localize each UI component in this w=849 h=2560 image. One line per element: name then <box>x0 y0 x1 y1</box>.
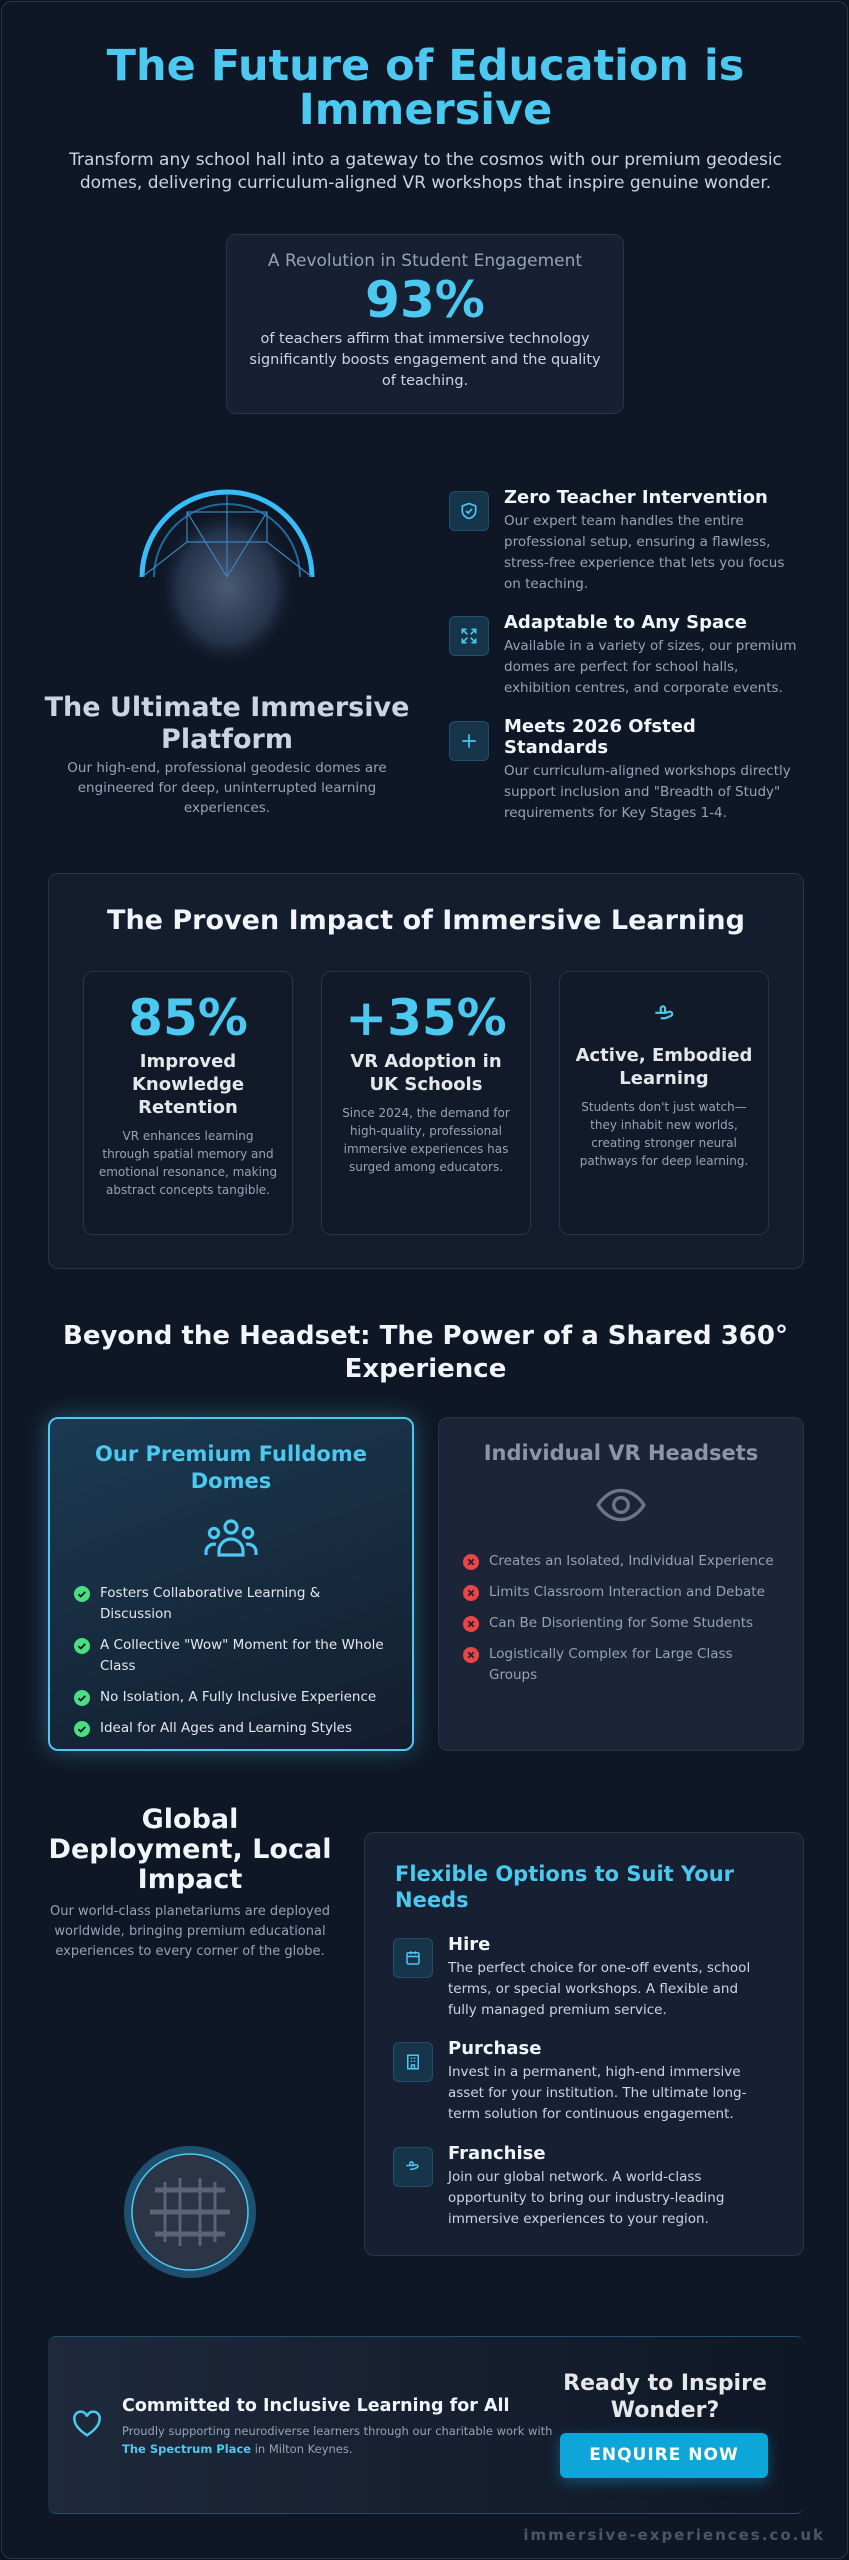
enquire-button[interactable]: ENQUIRE NOW <box>560 2433 768 2478</box>
cta-title: Committed to Inclusive Learning for All <box>122 2396 510 2416</box>
cta-band <box>48 2336 804 2514</box>
feature-text: Our curriculum-aligned workshops directl… <box>504 763 791 821</box>
comparison-title: Beyond the Headset: The Power of a Share… <box>63 1321 788 1384</box>
headsets-item: Creates an Isolated, Individual Experien… <box>463 1551 779 1572</box>
option: Hire The perfect choice for one-off event… <box>448 1934 768 2021</box>
global-title: Global Deployment, Local Impact <box>48 1804 332 1895</box>
premium-item-text: A Collective "Wow" Moment for the Whole … <box>100 1637 384 1674</box>
dome-graphic <box>139 489 315 667</box>
cta-heading: Ready to Inspire Wonder? <box>563 2371 767 2423</box>
headsets-item: Limits Classroom Interaction and Debate <box>463 1582 779 1603</box>
footer-url: immersive-experiences.co.uk <box>523 2526 825 2544</box>
premium-item-text: No Isolation, A Fully Inclusive Experien… <box>100 1689 377 1705</box>
impact-card-title: Improved Knowledge Retention <box>131 1051 245 1118</box>
impact-card-text: VR enhances learning through spatial mem… <box>98 1129 278 1197</box>
options-title: Flexible Options to Suit Your Needs <box>395 1862 735 1912</box>
subtitle: Transform any school hall into a gateway… <box>69 150 782 193</box>
premium-item: Ideal for All Ages and Learning Styles <box>74 1718 388 1739</box>
impact-card: +35% VR Adoption in UK Schools Since 202… <box>321 971 531 1235</box>
option: Purchase Invest in a permanent, high-end … <box>448 2038 768 2125</box>
option: Franchise Join our global network. A worl… <box>448 2143 768 2230</box>
option-text: The perfect choice for one-off events, s… <box>448 1960 751 2018</box>
platform-text: Our high-end, professional geodesic dome… <box>67 760 387 816</box>
premium-item: Fosters Collaborative Learning & Discuss… <box>74 1583 388 1625</box>
headsets-item: Logistically Complex for Large Class Gro… <box>463 1644 779 1686</box>
global-text: Our world-class planetariums are deploye… <box>50 1904 330 1959</box>
impact-card-title: VR Adoption in UK Schools <box>350 1051 502 1095</box>
stat-label: A Revolution in Student Engagement <box>267 251 583 271</box>
headsets-item-text: Logistically Complex for Large Class Gro… <box>489 1646 733 1683</box>
icon-eye <box>596 1488 646 1522</box>
impact-title: The Proven Impact of Immersive Learning <box>107 905 745 936</box>
feature: Meets 2026 Ofsted Standards Our curriculu… <box>504 716 804 824</box>
icon-group <box>204 1519 258 1557</box>
cta-link[interactable]: The Spectrum Place <box>122 2442 252 2456</box>
impact-value: 85% <box>128 989 248 1047</box>
headsets-item: Can Be Disorienting for Some Students <box>463 1613 779 1634</box>
premium-title: Our Premium Fulldome Domes <box>95 1442 367 1493</box>
premium-card: Our Premium Fulldome Domes Fosters Colla… <box>48 1417 414 1751</box>
headsets-item-text: Limits Classroom Interaction and Debate <box>489 1584 765 1600</box>
impact-card: Active, Embodied Learning Students don't… <box>559 971 769 1235</box>
icon-shield <box>449 491 489 531</box>
feature: Adaptable to Any Space Available in a var… <box>504 612 804 699</box>
premium-item-text: Fosters Collaborative Learning & Discuss… <box>100 1585 321 1622</box>
headsets-item-text: Can Be Disorienting for Some Students <box>489 1615 754 1631</box>
cta-text-start: Proudly supporting neurodiverse learners… <box>122 2424 553 2438</box>
impact-card: 85% Improved Knowledge Retention VR enha… <box>83 971 293 1235</box>
option-text: Invest in a permanent, high-end immersiv… <box>448 2064 747 2122</box>
premium-item: No Isolation, A Fully Inclusive Experien… <box>74 1687 388 1708</box>
cta-text: Proudly supporting neurodiverse learners… <box>122 2422 562 2458</box>
option-text: Join our global network. A world-class o… <box>448 2169 725 2227</box>
icon-building <box>393 2042 433 2082</box>
stat-card: A Revolution in Student Engagement 93% o… <box>226 234 624 414</box>
option-title: Hire <box>448 1934 491 1955</box>
platform-title: The Ultimate Immersive Platform <box>44 692 410 755</box>
icon-handshake <box>393 2147 433 2187</box>
feature-text: Available in a variety of sizes, our pre… <box>504 638 797 696</box>
icon-expand <box>449 616 489 656</box>
impact-card-text: Students don't just watch—they inhabit n… <box>579 1100 749 1168</box>
icon-hand <box>655 1005 674 1020</box>
feature-title: Adaptable to Any Space <box>504 612 747 633</box>
stat-text: of teachers affirm that immersive techno… <box>249 331 601 389</box>
feature-title: Zero Teacher Intervention <box>504 487 768 508</box>
headsets-card: Individual VR Headsets Creates an Isolat… <box>438 1417 804 1751</box>
feature-title: Meets 2026 Ofsted Standards <box>504 716 696 758</box>
headsets-title: Individual VR Headsets <box>483 1441 759 1465</box>
headsets-item-text: Creates an Isolated, Individual Experien… <box>489 1553 774 1569</box>
icon-plus <box>449 721 489 761</box>
option-title: Purchase <box>448 2038 542 2059</box>
premium-item: A Collective "Wow" Moment for the Whole … <box>74 1635 388 1677</box>
impact-value: +35% <box>345 989 507 1047</box>
option-title: Franchise <box>448 2143 546 2164</box>
icon-calendar <box>393 1938 433 1978</box>
impact-card-text: Since 2024, the demand for high-quality,… <box>342 1106 510 1174</box>
main-title: The Future of Education is Immersive <box>106 41 745 135</box>
options-card: Flexible Options to Suit Your Needs <box>364 1832 804 2256</box>
feature: Zero Teacher Intervention Our expert team… <box>504 487 804 595</box>
globe-graphic <box>124 2146 256 2278</box>
impact-card-title: Active, Embodied Learning <box>575 1045 753 1089</box>
cta-text-end: in Milton Keynes. <box>254 2442 353 2456</box>
icon-heart <box>73 2410 101 2437</box>
feature-text: Our expert team handles the entire profe… <box>504 513 785 592</box>
stat-value: 93% <box>365 271 485 329</box>
premium-item-text: Ideal for All Ages and Learning Styles <box>100 1720 353 1736</box>
